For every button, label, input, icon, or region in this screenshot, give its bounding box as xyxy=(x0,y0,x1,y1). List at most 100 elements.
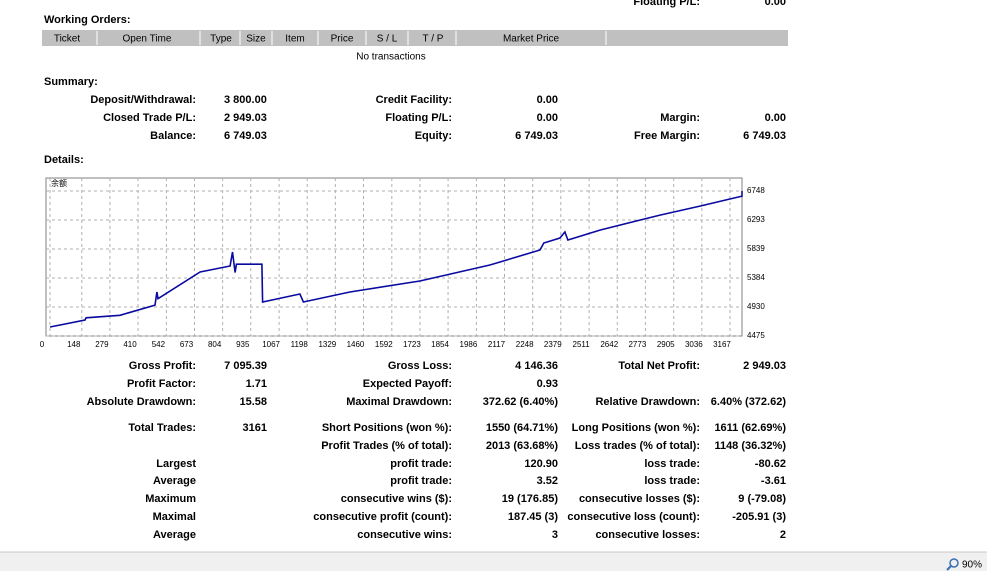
x-tick-label: 1460 xyxy=(347,340,365,349)
x-tick-label: 2117 xyxy=(488,340,506,349)
stat-value: 2 xyxy=(780,529,786,541)
x-tick-label: 673 xyxy=(180,340,194,349)
x-tick-label: 1592 xyxy=(375,340,393,349)
x-tick-label: 410 xyxy=(123,340,137,349)
stat-value: 2 949.03 xyxy=(743,360,786,372)
stat-label: Total Trades: xyxy=(128,422,196,434)
stat-label: Profit Trades (% of total): xyxy=(321,440,452,452)
stat-value: 4 146.36 xyxy=(515,360,558,372)
stat-label: Average xyxy=(153,529,196,541)
stat-label: consecutive loss (count): xyxy=(567,511,700,523)
stat-label: loss trade: xyxy=(644,475,700,487)
x-tick-label: 3167 xyxy=(713,340,731,349)
stat-label: Total Net Profit: xyxy=(618,360,700,372)
x-tick-label: 3036 xyxy=(685,340,703,349)
x-tick-label: 542 xyxy=(152,340,166,349)
stat-label: Maximum xyxy=(145,493,196,505)
stat-value: 3 xyxy=(552,529,558,541)
stat-label: consecutive wins: xyxy=(357,529,452,541)
x-tick-label: 1329 xyxy=(318,340,336,349)
summary-value: 6 749.03 xyxy=(743,130,786,142)
stat-label: Loss trades (% of total): xyxy=(575,440,700,452)
stat-value: 15.58 xyxy=(239,396,267,408)
stat-value: 3.52 xyxy=(537,475,558,487)
column-header: Item xyxy=(285,34,304,45)
stat-label: Profit Factor: xyxy=(127,378,196,390)
y-tick-label: 6293 xyxy=(747,215,765,224)
stat-label: Largest xyxy=(156,458,196,470)
section-title: Working Orders: xyxy=(44,14,131,26)
summary-value: 3 800.00 xyxy=(224,94,267,106)
stat-label: profit trade: xyxy=(390,458,452,470)
column-header: Price xyxy=(331,34,354,45)
chart-frame xyxy=(45,177,743,337)
stat-value: 6.40% (372.62) xyxy=(711,396,787,408)
y-tick-label: 4930 xyxy=(747,302,765,311)
x-tick-label: 148 xyxy=(67,340,81,349)
summary-label: Deposit/Withdrawal: xyxy=(90,94,196,106)
stat-value: 1611 (62.69%) xyxy=(714,422,786,434)
summary-value: 0.00 xyxy=(537,94,558,106)
stat-value: -3.61 xyxy=(761,475,786,487)
stat-label: profit trade: xyxy=(390,475,452,487)
stat-label: consecutive losses ($): xyxy=(579,493,700,505)
top-label: Floating P/L: xyxy=(633,0,700,8)
stat-label: consecutive losses: xyxy=(595,529,700,541)
summary-value: 2 949.03 xyxy=(224,112,267,124)
summary-label: Free Margin: xyxy=(634,130,700,142)
zoom-icon[interactable] xyxy=(949,558,959,568)
stat-label: Absolute Drawdown: xyxy=(87,396,196,408)
stat-value: -80.62 xyxy=(755,458,786,470)
x-tick-label: 0 xyxy=(40,340,45,349)
stat-label: Gross Profit: xyxy=(129,360,196,372)
stat-value: 3161 xyxy=(243,422,267,434)
summary-label: Closed Trade P/L: xyxy=(103,112,196,124)
x-tick-label: 279 xyxy=(95,340,109,349)
x-tick-label: 2511 xyxy=(573,340,591,349)
zoom-level: 90% xyxy=(962,560,982,571)
stat-label: Short Positions (won %): xyxy=(322,422,452,434)
column-header: Size xyxy=(246,34,266,45)
stat-value: 1148 (36.32%) xyxy=(714,440,786,452)
x-tick-label: 935 xyxy=(236,340,250,349)
stat-value: 2013 (63.68%) xyxy=(486,440,558,452)
x-tick-label: 1986 xyxy=(460,340,478,349)
stat-value: 1550 (64.71%) xyxy=(486,422,558,434)
y-tick-label: 5384 xyxy=(747,273,765,282)
stat-value: 187.45 (3) xyxy=(508,511,558,523)
y-tick-label: 6748 xyxy=(747,186,765,195)
stat-value: 0.93 xyxy=(537,378,558,390)
x-tick-label: 804 xyxy=(208,340,222,349)
column-header: S / L xyxy=(377,34,398,45)
stat-label: Maximal Drawdown: xyxy=(346,396,452,408)
stat-label: consecutive profit (count): xyxy=(313,511,452,523)
balance-line xyxy=(49,191,743,328)
x-tick-label: 2248 xyxy=(516,340,534,349)
stat-value: 7 095.39 xyxy=(224,360,267,372)
stat-label: Gross Loss: xyxy=(388,360,452,372)
x-tick-label: 2905 xyxy=(657,340,675,349)
stat-label: Long Positions (won %): xyxy=(572,422,700,434)
stat-value: 372.62 (6.40%) xyxy=(483,396,559,408)
summary-label: Balance: xyxy=(150,130,196,142)
stat-label: Maximal xyxy=(153,511,196,523)
column-header: Ticket xyxy=(54,34,81,45)
x-tick-label: 2773 xyxy=(628,340,646,349)
stat-value: 120.90 xyxy=(524,458,558,470)
x-tick-label: 2642 xyxy=(600,340,618,349)
summary-value: 0.00 xyxy=(765,112,786,124)
stat-value: 9 (-79.08) xyxy=(738,493,786,505)
table-header xyxy=(42,30,788,46)
chart-legend: 余额 xyxy=(51,178,67,188)
summary-value: 0.00 xyxy=(537,112,558,124)
column-header: Market Price xyxy=(503,34,560,45)
section-title: Details: xyxy=(44,154,84,166)
summary-label: Equity: xyxy=(415,130,452,142)
x-tick-label: 2379 xyxy=(544,340,562,349)
stat-label: Relative Drawdown: xyxy=(595,396,700,408)
stat-value: 19 (176.85) xyxy=(502,493,559,505)
zoom-icon-handle xyxy=(946,565,952,571)
stat-value: -205.91 (3) xyxy=(732,511,786,523)
